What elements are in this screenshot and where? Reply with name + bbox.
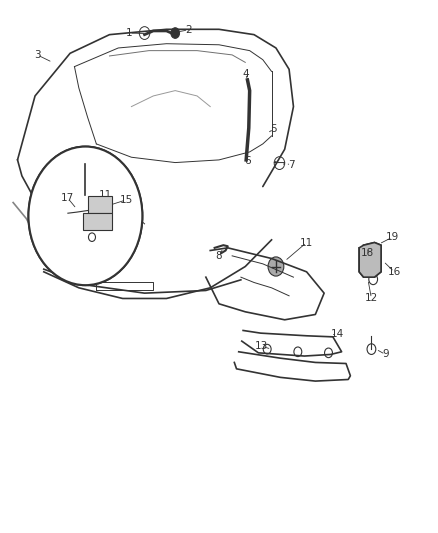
Bar — [88, 196, 112, 213]
Text: 13: 13 — [255, 342, 268, 351]
Text: 19: 19 — [386, 232, 399, 242]
Text: 4: 4 — [242, 69, 249, 78]
Text: 6: 6 — [244, 156, 251, 166]
Text: 5: 5 — [270, 124, 277, 134]
Text: 8: 8 — [215, 251, 223, 261]
Text: 11: 11 — [99, 190, 112, 199]
Text: 12: 12 — [365, 294, 378, 303]
Text: 18: 18 — [361, 248, 374, 258]
Text: 16: 16 — [388, 267, 401, 277]
Text: 7: 7 — [288, 160, 295, 170]
Circle shape — [367, 344, 376, 354]
Circle shape — [28, 147, 142, 285]
Bar — [83, 213, 112, 230]
Text: 2: 2 — [185, 25, 192, 35]
Circle shape — [369, 274, 378, 285]
Polygon shape — [359, 243, 381, 277]
Circle shape — [294, 347, 302, 357]
Text: 3: 3 — [34, 50, 41, 60]
Text: 14: 14 — [331, 329, 344, 339]
Circle shape — [274, 157, 285, 169]
Circle shape — [325, 348, 332, 358]
Circle shape — [263, 344, 271, 354]
Text: 15: 15 — [120, 195, 133, 205]
Circle shape — [268, 257, 284, 276]
Circle shape — [88, 233, 95, 241]
Text: 9: 9 — [382, 350, 389, 359]
Text: 11: 11 — [300, 238, 313, 247]
Text: 17: 17 — [61, 193, 74, 203]
Text: 1: 1 — [126, 28, 133, 38]
Circle shape — [171, 28, 180, 38]
